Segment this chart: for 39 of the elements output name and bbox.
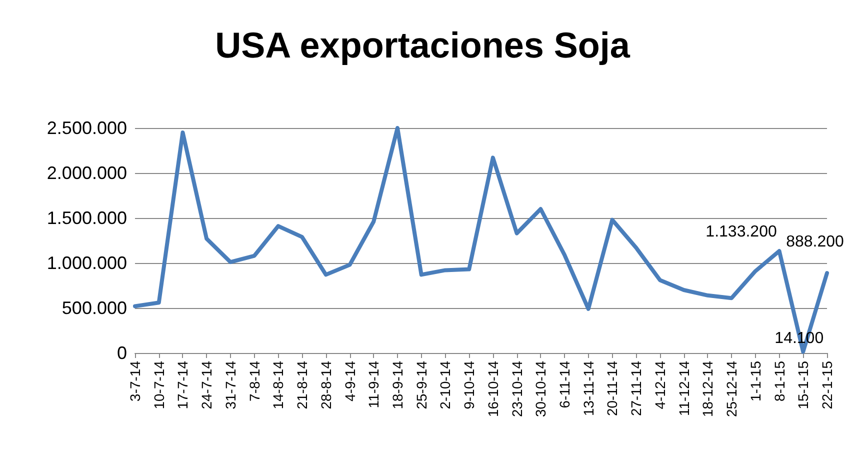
x-tick-label: 15-1-15: [795, 360, 812, 410]
x-tick-label: 27-11-14: [628, 360, 644, 416]
y-tick-label: 0: [116, 343, 127, 363]
x-tick-label: 3-7-14: [127, 360, 143, 402]
x-tick-label: 16-10-14: [484, 360, 501, 418]
x-tick-label: 9-10-14: [461, 360, 478, 410]
data-label: 888.200: [786, 234, 844, 251]
data-label: 1.133.200: [706, 224, 777, 241]
x-tick-label: 18-12-14: [700, 360, 716, 418]
y-tick-label: 1.500.000: [46, 208, 127, 228]
x-tick-label: 14-8-14: [270, 360, 286, 410]
x-tick-label: 30-10-14: [532, 360, 549, 418]
x-tick-label: 25-9-14: [413, 360, 430, 410]
y-tick-label: 2.000.000: [46, 163, 127, 183]
y-tick-label: 500.000: [62, 298, 127, 318]
x-tick-label: 8-1-15: [771, 360, 788, 402]
x-tick-label: 11-12-14: [676, 360, 692, 416]
x-tick-label: 25-12-14: [724, 360, 740, 418]
x-tick-label: 7-8-14: [246, 360, 262, 402]
x-tick-label: 20-11-14: [604, 360, 620, 416]
x-tick-label: 17-7-14: [174, 360, 191, 410]
x-tick-label: 11-9-14: [366, 360, 382, 408]
x-tick-label: 28-8-14: [318, 360, 334, 410]
x-tick-label: 2-10-14: [437, 360, 454, 410]
x-tick-label: 31-7-14: [222, 360, 238, 410]
x-tick-label: 21-8-14: [294, 360, 310, 410]
x-tick-label: 10-7-14: [150, 360, 167, 410]
x-tick-label: 4-12-14: [652, 360, 668, 410]
y-tick-label: 1.000.000: [46, 253, 127, 273]
chart-title: USA exportaciones Soja: [215, 24, 631, 66]
x-tick-label: 18-9-14: [389, 360, 406, 410]
x-tick-label: 13-11-14: [580, 360, 596, 416]
x-tick-label: 1-1-15: [747, 360, 764, 402]
x-tick-label: 4-9-14: [342, 360, 358, 402]
x-tick-label: 6-11-14: [556, 360, 573, 408]
x-tick-label: 23-10-14: [508, 360, 525, 418]
x-tick-label: 22-1-15: [819, 360, 835, 410]
x-tick-label: 24-7-14: [198, 360, 215, 410]
y-tick-label: 2.500.000: [46, 118, 127, 138]
